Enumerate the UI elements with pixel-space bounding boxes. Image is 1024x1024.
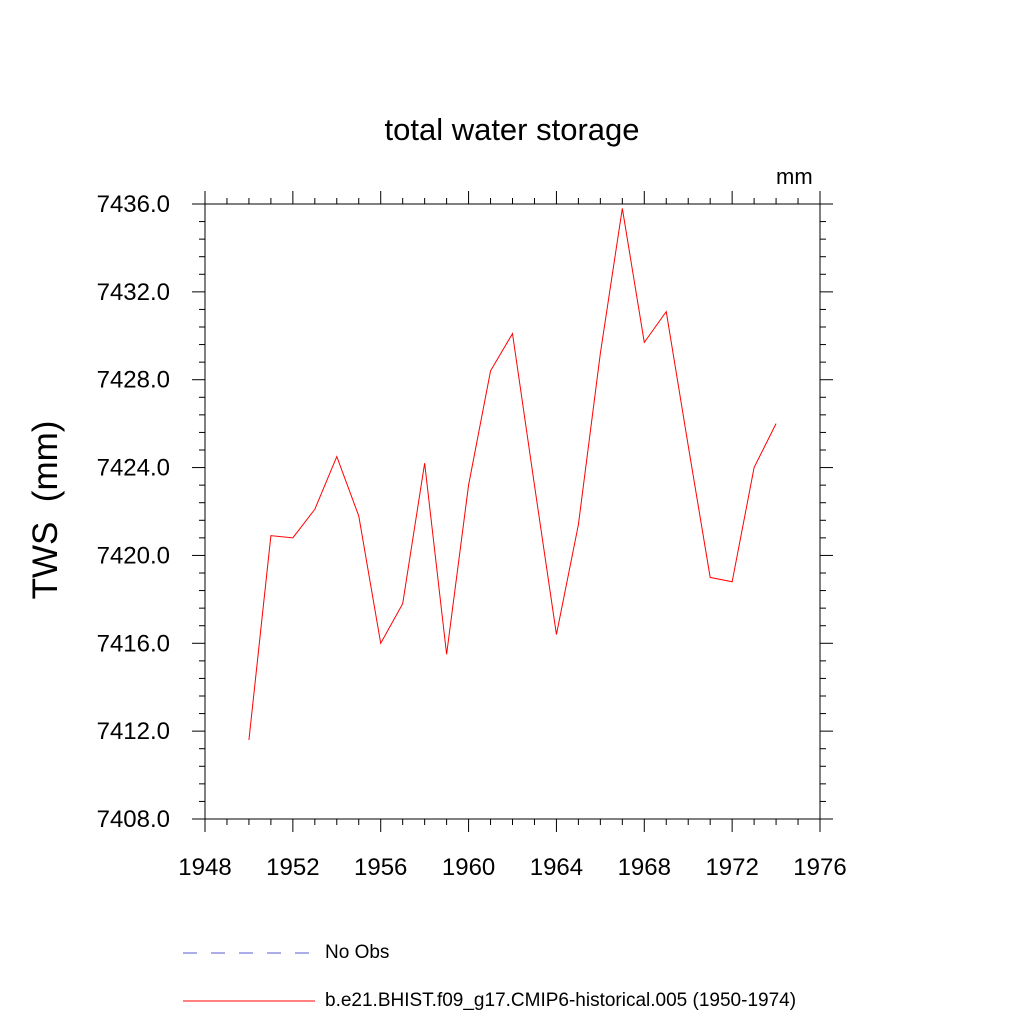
legend-label-no-obs: No Obs bbox=[325, 942, 390, 963]
y-tick-label: 7420.0 bbox=[97, 542, 170, 569]
y-tick-label: 7416.0 bbox=[97, 630, 170, 657]
x-tick-label: 1964 bbox=[530, 854, 583, 881]
minor-ticks bbox=[199, 198, 826, 825]
legend-label-historical: b.e21.BHIST.f09_g17.CMIP6-historical.005… bbox=[325, 990, 797, 1011]
y-tick-label: 7428.0 bbox=[97, 367, 170, 394]
chart-title: total water storage bbox=[384, 112, 640, 147]
series-line-historical bbox=[248, 208, 777, 740]
x-tick-label: 1972 bbox=[705, 854, 758, 881]
y-tick-label: 7436.0 bbox=[97, 191, 170, 218]
tick-labels: 1948 1952 1956 1960 1964 1968 1972 1976 7408.0 74… bbox=[97, 191, 847, 881]
x-tick-label: 1968 bbox=[618, 854, 671, 881]
units-label: mm bbox=[776, 164, 813, 189]
x-tick-label: 1956 bbox=[354, 854, 407, 881]
x-tick-label: 1960 bbox=[442, 854, 495, 881]
y-tick-label: 7408.0 bbox=[97, 806, 170, 833]
y-tick-label: 7432.0 bbox=[97, 279, 170, 306]
major-ticks bbox=[192, 191, 833, 832]
x-tick-label: 1948 bbox=[178, 854, 231, 881]
x-tick-label: 1976 bbox=[793, 854, 846, 881]
plot-frame bbox=[204, 203, 821, 820]
x-tick-label: 1952 bbox=[266, 854, 319, 881]
y-tick-label: 7412.0 bbox=[97, 718, 170, 745]
y-tick-label: 7424.0 bbox=[97, 455, 170, 482]
series-layer bbox=[248, 208, 777, 740]
